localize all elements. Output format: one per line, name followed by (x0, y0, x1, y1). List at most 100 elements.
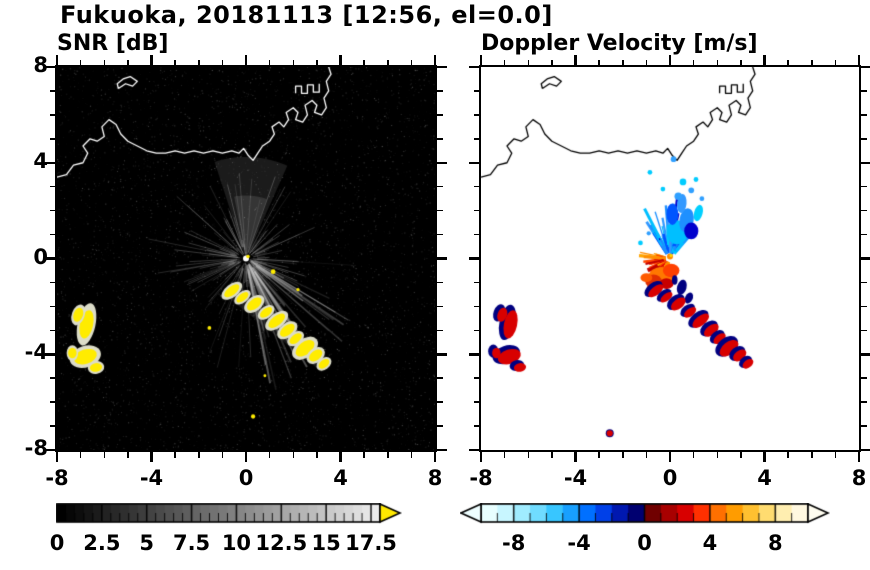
axis-tick (469, 353, 479, 356)
axis-tick (45, 353, 55, 356)
axis-tick (437, 138, 443, 140)
axis-tick (437, 353, 447, 356)
axis-tick (221, 59, 224, 65)
x-tick-label: -4 (139, 466, 164, 490)
axis-tick (49, 209, 55, 212)
axis-tick (174, 59, 176, 65)
axis-tick (527, 59, 529, 65)
doppler-colorbar-label: 8 (767, 531, 783, 555)
axis-tick (668, 452, 672, 462)
axis-tick (598, 59, 600, 65)
axis-tick (861, 401, 867, 403)
y-tick-label: 8 (33, 53, 48, 77)
axis-tick (740, 59, 742, 65)
axis-tick (861, 138, 867, 140)
axis-tick (763, 55, 766, 65)
axis-tick (316, 59, 318, 65)
axis-tick (221, 452, 224, 458)
x-tick-label: 0 (238, 466, 254, 490)
snr-colorbar-label: 10 (221, 531, 252, 555)
axis-tick (834, 452, 837, 458)
axis-tick (49, 233, 55, 236)
axis-tick (622, 452, 624, 458)
axis-tick (469, 448, 479, 452)
axis-tick (645, 452, 648, 458)
snr-panel-title: SNR [dB] (57, 31, 169, 56)
y-tick-label: -4 (24, 340, 48, 365)
axis-tick (49, 90, 55, 92)
axis-tick (437, 305, 443, 308)
axis-tick (811, 59, 813, 65)
axis-tick (437, 377, 443, 379)
axis-tick (268, 452, 271, 458)
axis-tick (127, 452, 129, 458)
axis-tick (339, 55, 342, 65)
x-tick-label: 0 (662, 466, 678, 490)
axis-tick (473, 329, 479, 332)
axis-tick (716, 452, 718, 458)
axis-tick (437, 114, 443, 116)
axis-tick (692, 452, 695, 458)
axis-tick (473, 90, 479, 92)
axis-tick (437, 233, 443, 236)
axis-tick (174, 452, 176, 458)
axis-tick (49, 401, 55, 403)
axis-tick (861, 257, 870, 260)
axis-tick (410, 59, 413, 65)
figure-title: Fukuoka, 20181113 [12:56, el=0.0] (60, 1, 553, 29)
axis-tick (387, 59, 389, 65)
doppler-colorbar-label: -8 (502, 531, 526, 555)
axis-tick (473, 281, 479, 284)
axis-tick (857, 452, 861, 462)
axis-tick (49, 329, 55, 332)
axis-tick (268, 59, 271, 65)
axis-tick (811, 452, 813, 458)
axis-tick (763, 452, 766, 462)
axis-tick (127, 59, 129, 65)
x-tick-label: 8 (427, 466, 443, 490)
axis-tick (437, 185, 443, 188)
x-tick-label: -8 (469, 466, 493, 490)
snr-plot-frame (55, 65, 437, 452)
y-tick-label: -8 (24, 436, 48, 460)
axis-tick (527, 452, 529, 458)
axis-tick (198, 59, 200, 65)
axis-tick (45, 448, 55, 452)
axis-tick (49, 281, 55, 284)
axis-tick (692, 59, 695, 65)
axis-tick (410, 452, 413, 458)
snr-colorbar (56, 503, 402, 525)
axis-tick (55, 55, 59, 65)
axis-tick (473, 114, 479, 116)
axis-tick (861, 425, 867, 427)
axis-tick (45, 161, 55, 164)
axis-tick (437, 425, 443, 427)
snr-colorbar-label: 2.5 (83, 531, 121, 555)
x-tick-label: -4 (563, 466, 588, 490)
doppler-colorbar (460, 503, 830, 525)
axis-tick (861, 65, 870, 69)
axis-tick (437, 209, 443, 212)
axis-tick (473, 401, 479, 403)
snr-colorbar-label: 15 (311, 531, 341, 555)
axis-tick (740, 452, 742, 458)
axis-tick (834, 59, 837, 65)
axis-tick (479, 55, 483, 65)
axis-tick (716, 59, 718, 65)
axis-tick (387, 452, 389, 458)
y-tick-label: 4 (33, 148, 48, 173)
axis-tick (150, 452, 153, 462)
axis-tick (473, 138, 479, 140)
axis-tick (861, 90, 867, 92)
axis-tick (503, 59, 506, 65)
axis-tick (292, 452, 294, 458)
snr-colorbar-label: 5 (139, 531, 155, 555)
axis-tick (861, 114, 867, 116)
axis-tick (473, 425, 479, 427)
axis-tick (787, 59, 789, 65)
axis-tick (339, 452, 342, 462)
axis-tick (622, 59, 624, 65)
axis-tick (598, 452, 600, 458)
axis-tick (473, 209, 479, 212)
